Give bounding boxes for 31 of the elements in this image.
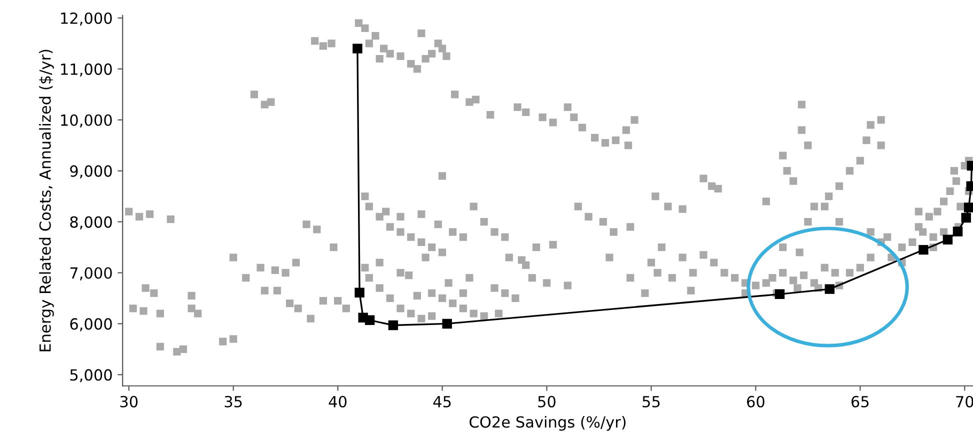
point <box>952 226 963 236</box>
point <box>961 212 971 223</box>
point <box>942 234 953 244</box>
y-tick-label: 6,000 <box>70 318 112 332</box>
y-tick-label: 12,000 <box>61 12 112 26</box>
point <box>442 318 452 329</box>
point <box>352 44 362 54</box>
y-tick-label: 11,000 <box>61 63 112 77</box>
x-tick-label: 50 <box>538 396 556 408</box>
point <box>824 284 835 294</box>
x-tick-label: 35 <box>224 396 242 408</box>
x-tick-label: 65 <box>852 396 869 408</box>
point <box>964 202 973 212</box>
x-tick-label: 40 <box>328 396 347 408</box>
y-tick-label: 5,000 <box>70 369 112 382</box>
point <box>364 315 375 326</box>
x-tick-label: 55 <box>642 396 660 408</box>
point <box>388 320 398 330</box>
point <box>354 288 364 298</box>
y-tick-label: 8,000 <box>70 216 112 230</box>
x-tick-label: 30 <box>120 396 138 408</box>
y-tick-label: 10,000 <box>61 114 112 128</box>
x-tick-label: 45 <box>433 396 451 408</box>
y-tick-label: 9,000 <box>70 165 112 178</box>
point <box>774 289 785 300</box>
x-tick-label: 60 <box>747 396 764 408</box>
x-axis-title: CO2e Savings (%/yr) <box>470 416 626 431</box>
point <box>918 244 928 255</box>
y-tick-label: 7,000 <box>70 267 112 280</box>
x-tick-label: 70 <box>956 396 973 408</box>
y-axis-title: Energy Related Costs, Annualized ($/yr) <box>39 50 54 352</box>
